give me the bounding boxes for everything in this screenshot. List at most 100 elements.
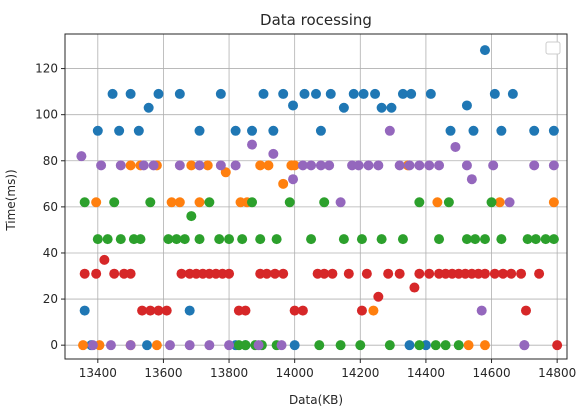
data-point-series-3 [453, 340, 464, 351]
data-point-series-5 [184, 340, 195, 351]
data-point-series-5 [164, 340, 175, 351]
data-point-series-3 [414, 340, 425, 351]
data-point-series-5 [548, 160, 559, 171]
data-point-series-2 [186, 160, 197, 171]
data-point-series-2 [548, 197, 559, 208]
data-point-series-4 [224, 268, 235, 279]
data-point-series-1 [496, 125, 507, 136]
data-point-series-3 [247, 197, 258, 208]
data-point-series-2 [479, 340, 490, 351]
legend-box [545, 41, 561, 55]
data-point-series-5 [105, 340, 116, 351]
data-point-series-2 [151, 340, 162, 351]
data-point-series-2 [91, 197, 102, 208]
data-point-series-5 [230, 160, 241, 171]
data-point-series-5 [519, 340, 530, 351]
data-point-series-4 [125, 268, 136, 279]
data-point-series-4 [278, 268, 289, 279]
y-tick-label: 80 [43, 154, 58, 168]
data-point-series-2 [78, 340, 89, 351]
x-tick-label: 13600 [144, 366, 182, 380]
plot-frame [64, 33, 568, 360]
data-point-series-3 [240, 340, 251, 351]
data-point-series-3 [335, 340, 346, 351]
data-point-series-1 [194, 125, 205, 136]
data-point-series-2 [432, 197, 443, 208]
data-point-series-5 [194, 160, 205, 171]
data-point-series-3 [414, 197, 425, 208]
data-point-series-1 [404, 340, 415, 351]
data-point-series-3 [548, 234, 559, 245]
data-point-series-3 [470, 234, 481, 245]
data-point-series-1 [114, 125, 125, 136]
data-point-series-1 [348, 88, 359, 99]
data-point-series-1 [325, 88, 336, 99]
data-point-series-5 [76, 151, 87, 162]
data-point-series-3 [284, 197, 295, 208]
data-point-series-4 [327, 268, 338, 279]
y-tick-label: 40 [43, 246, 58, 260]
data-point-series-4 [498, 268, 509, 279]
data-point-series-2 [255, 160, 266, 171]
x-tick-label: 13400 [79, 366, 117, 380]
data-point-series-4 [289, 305, 300, 316]
data-point-series-3 [397, 234, 408, 245]
data-point-series-4 [99, 254, 110, 265]
data-point-series-5 [315, 160, 326, 171]
data-point-series-4 [414, 268, 425, 279]
data-point-series-3 [430, 340, 441, 351]
data-point-series-4 [409, 282, 420, 293]
data-point-series-1 [174, 88, 185, 99]
data-point-series-4 [552, 340, 563, 351]
y-tick-label: 0 [50, 338, 58, 352]
y-tick-label: 120 [35, 62, 58, 76]
data-points [76, 45, 563, 351]
data-point-series-1 [489, 88, 500, 99]
data-point-series-5 [450, 141, 461, 152]
data-point-series-1 [92, 125, 103, 136]
data-point-series-3 [79, 197, 90, 208]
data-point-series-1 [184, 305, 195, 316]
data-point-series-5 [174, 160, 185, 171]
data-point-series-5 [488, 160, 499, 171]
data-point-series-3 [145, 197, 156, 208]
data-point-series-4 [261, 268, 272, 279]
data-point-series-1 [311, 88, 321, 99]
data-point-series-1 [461, 100, 472, 111]
data-point-series-1 [468, 125, 479, 136]
y-tick-label: 100 [35, 108, 58, 122]
data-point-series-2 [263, 160, 274, 171]
data-point-series-3 [486, 197, 497, 208]
y-tick-label: 20 [43, 292, 58, 306]
data-point-series-5 [414, 160, 425, 171]
y-tick-label: 60 [43, 200, 58, 214]
x-tick-label: 14600 [472, 366, 510, 380]
data-point-series-2 [278, 178, 289, 189]
data-point-series-3 [92, 234, 103, 245]
data-point-series-1 [268, 125, 279, 136]
data-point-series-4 [394, 268, 405, 279]
data-point-series-4 [297, 305, 308, 316]
x-tick-label: 14400 [407, 366, 445, 380]
data-point-series-2 [125, 160, 136, 171]
data-point-series-4 [424, 268, 435, 279]
data-point-series-3 [522, 234, 533, 245]
data-point-series-3 [115, 234, 126, 245]
data-point-series-1 [299, 88, 310, 99]
data-point-series-5 [268, 148, 279, 159]
data-point-series-3 [135, 234, 146, 245]
data-point-series-1 [278, 88, 289, 99]
data-point-series-5 [461, 160, 472, 171]
data-point-series-1 [230, 125, 241, 136]
data-point-series-5 [253, 340, 264, 351]
data-point-series-1 [143, 102, 154, 113]
data-point-series-2 [368, 305, 379, 316]
data-point-series-4 [145, 305, 156, 316]
data-point-series-4 [489, 268, 500, 279]
data-point-series-4 [361, 268, 372, 279]
data-point-series-1 [142, 340, 153, 351]
data-point-series-5 [115, 160, 126, 171]
data-point-series-5 [247, 139, 258, 150]
data-point-series-1 [370, 88, 381, 99]
